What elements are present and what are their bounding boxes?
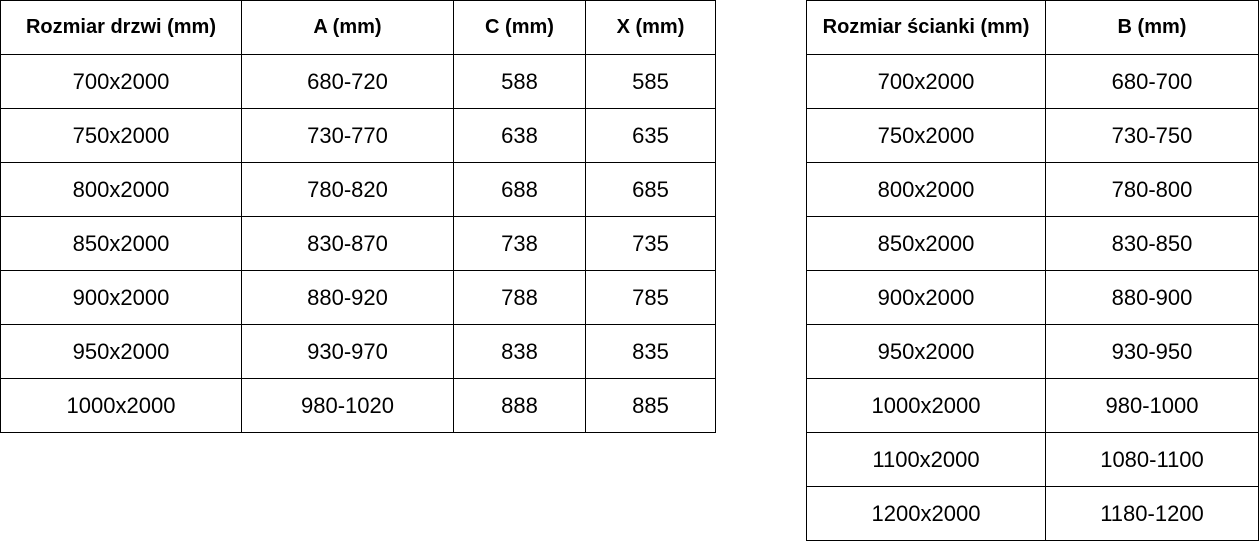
wall-panel-dimensions-table: Rozmiar ścianki (mm) B (mm) 700x2000 680-70… [806, 0, 1259, 541]
table-row: 900x2000 880-920 788 785 [0, 270, 716, 325]
column-header: C (mm) [453, 0, 586, 55]
table-cell: 800x2000 [0, 162, 242, 217]
column-header: Rozmiar ścianki (mm) [806, 0, 1046, 55]
table-cell: 780-820 [241, 162, 454, 217]
table-cell: 1180-1200 [1045, 486, 1259, 541]
table-cell: 1000x2000 [806, 378, 1046, 433]
table-cell: 585 [585, 54, 716, 109]
table-cell: 930-970 [241, 324, 454, 379]
table-cell: 785 [585, 270, 716, 325]
table-cell: 850x2000 [0, 216, 242, 271]
table-cell: 888 [453, 378, 586, 433]
table-row: 950x2000 930-970 838 835 [0, 324, 716, 379]
table-cell: 700x2000 [0, 54, 242, 109]
table-row: 950x2000 930-950 [806, 324, 1259, 379]
table-row: 1100x2000 1080-1100 [806, 432, 1259, 487]
table-cell: 885 [585, 378, 716, 433]
table-cell: 638 [453, 108, 586, 163]
table-cell: 750x2000 [806, 108, 1046, 163]
table-row: 700x2000 680-700 [806, 54, 1259, 109]
column-header: X (mm) [585, 0, 716, 55]
table-row: 700x2000 680-720 588 585 [0, 54, 716, 109]
table-cell: 980-1020 [241, 378, 454, 433]
table-cell: 588 [453, 54, 586, 109]
table-cell: 788 [453, 270, 586, 325]
table-cell: 930-950 [1045, 324, 1259, 379]
table-cell: 730-770 [241, 108, 454, 163]
table-row: 1000x2000 980-1000 [806, 378, 1259, 433]
table-cell: 1000x2000 [0, 378, 242, 433]
table-cell: 900x2000 [0, 270, 242, 325]
table-cell: 780-800 [1045, 162, 1259, 217]
table-cell: 830-850 [1045, 216, 1259, 271]
table-row: 800x2000 780-800 [806, 162, 1259, 217]
table-cell: 730-750 [1045, 108, 1259, 163]
table-cell: 635 [585, 108, 716, 163]
table-cell: 700x2000 [806, 54, 1046, 109]
table-cell: 1080-1100 [1045, 432, 1259, 487]
table-row: 1200x2000 1180-1200 [806, 486, 1259, 541]
column-header: Rozmiar drzwi (mm) [0, 0, 242, 55]
table-row: 750x2000 730-750 [806, 108, 1259, 163]
table-cell: 950x2000 [806, 324, 1046, 379]
table-cell: 750x2000 [0, 108, 242, 163]
table-row: 850x2000 830-870 738 735 [0, 216, 716, 271]
table-cell: 735 [585, 216, 716, 271]
table-cell: 680-700 [1045, 54, 1259, 109]
table-cell: 980-1000 [1045, 378, 1259, 433]
door-dimensions-table: Rozmiar drzwi (mm) A (mm) C (mm) X (mm) 700x… [0, 0, 716, 433]
table-row: 1000x2000 980-1020 888 885 [0, 378, 716, 433]
table-cell: 1200x2000 [806, 486, 1046, 541]
table-cell: 950x2000 [0, 324, 242, 379]
table-cell: 688 [453, 162, 586, 217]
table-cell: 880-920 [241, 270, 454, 325]
table-cell: 1100x2000 [806, 432, 1046, 487]
header-row: Rozmiar ścianki (mm) B (mm) [806, 0, 1259, 55]
header-row: Rozmiar drzwi (mm) A (mm) C (mm) X (mm) [0, 0, 716, 55]
table-cell: 738 [453, 216, 586, 271]
table-cell: 835 [585, 324, 716, 379]
table-cell: 830-870 [241, 216, 454, 271]
table-row: 850x2000 830-850 [806, 216, 1259, 271]
table-cell: 850x2000 [806, 216, 1046, 271]
table-row: 900x2000 880-900 [806, 270, 1259, 325]
column-header: A (mm) [241, 0, 454, 55]
table-row: 800x2000 780-820 688 685 [0, 162, 716, 217]
column-header: B (mm) [1045, 0, 1259, 55]
table-cell: 680-720 [241, 54, 454, 109]
table-cell: 880-900 [1045, 270, 1259, 325]
table-cell: 838 [453, 324, 586, 379]
table-cell: 685 [585, 162, 716, 217]
table-row: 750x2000 730-770 638 635 [0, 108, 716, 163]
table-cell: 800x2000 [806, 162, 1046, 217]
table-cell: 900x2000 [806, 270, 1046, 325]
